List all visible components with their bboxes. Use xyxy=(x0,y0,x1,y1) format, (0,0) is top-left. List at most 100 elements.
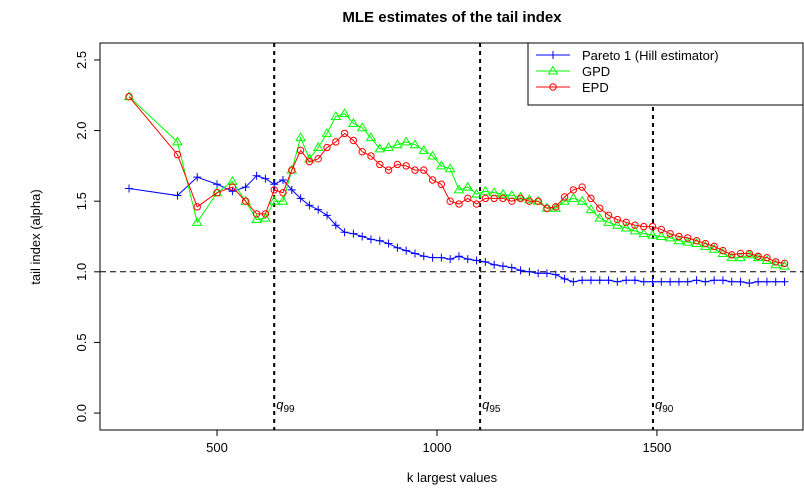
point xyxy=(666,229,674,238)
point xyxy=(384,239,393,248)
y-axis-title: tail index (alpha) xyxy=(28,189,43,284)
point xyxy=(560,274,569,283)
point xyxy=(657,225,666,234)
point xyxy=(727,277,736,286)
point xyxy=(719,246,727,255)
point xyxy=(393,160,402,169)
point xyxy=(754,252,762,260)
point xyxy=(383,142,394,152)
point xyxy=(191,216,203,226)
point xyxy=(321,127,333,137)
point xyxy=(358,232,367,241)
point xyxy=(349,229,358,238)
legend-label: EPD xyxy=(582,80,609,95)
point xyxy=(613,215,622,224)
x-tick-label: 1000 xyxy=(423,440,452,455)
point xyxy=(479,185,491,195)
point xyxy=(400,136,412,146)
point xyxy=(620,222,632,232)
point xyxy=(692,276,701,285)
point xyxy=(648,222,657,231)
point xyxy=(365,132,377,142)
point xyxy=(490,260,499,269)
point xyxy=(736,249,745,258)
point xyxy=(596,204,604,212)
point xyxy=(288,166,296,174)
point xyxy=(516,194,525,203)
quantile-level: 90 xyxy=(662,404,674,415)
point xyxy=(655,231,667,240)
point xyxy=(193,173,202,182)
point xyxy=(420,166,428,174)
point xyxy=(736,277,745,286)
point xyxy=(241,183,250,192)
point xyxy=(710,242,718,251)
point xyxy=(402,162,410,170)
point xyxy=(402,246,411,255)
point xyxy=(270,186,278,194)
point xyxy=(710,276,719,285)
point xyxy=(631,221,639,229)
y-tick-label: 1.0 xyxy=(74,263,89,281)
point xyxy=(780,259,789,268)
x-tick-label: 1500 xyxy=(642,440,671,455)
point xyxy=(125,184,134,193)
point xyxy=(472,256,481,265)
point xyxy=(604,211,613,220)
point xyxy=(780,277,789,286)
point xyxy=(252,210,261,218)
point xyxy=(437,180,446,188)
point xyxy=(348,118,359,128)
point xyxy=(499,194,507,203)
legend-box xyxy=(527,42,804,106)
point xyxy=(569,277,578,286)
point xyxy=(560,193,569,201)
point xyxy=(323,211,332,220)
point xyxy=(296,194,305,203)
point xyxy=(410,249,419,258)
point xyxy=(314,205,323,214)
point xyxy=(594,212,606,222)
point xyxy=(613,277,622,286)
point xyxy=(437,253,446,262)
point xyxy=(213,189,221,197)
point xyxy=(366,235,375,244)
point xyxy=(701,239,710,248)
point xyxy=(444,163,456,173)
point xyxy=(763,253,771,262)
point xyxy=(331,221,340,230)
point xyxy=(228,183,237,191)
point xyxy=(268,195,280,205)
point xyxy=(551,270,560,279)
point xyxy=(525,197,534,205)
point xyxy=(277,195,289,205)
point xyxy=(340,228,349,237)
point xyxy=(428,253,437,262)
point xyxy=(384,166,393,174)
point xyxy=(543,204,551,212)
point xyxy=(446,197,454,205)
quantile-level: 95 xyxy=(489,404,501,415)
point xyxy=(241,197,250,205)
point xyxy=(464,194,472,203)
point xyxy=(367,152,375,160)
point xyxy=(358,148,366,156)
quantile-label: q95 xyxy=(482,397,501,415)
point xyxy=(630,276,639,285)
plot-frame xyxy=(99,42,804,431)
point xyxy=(295,132,306,142)
point xyxy=(393,243,402,252)
point xyxy=(648,277,657,286)
point xyxy=(603,216,614,226)
point xyxy=(754,277,763,286)
quantile-label: q99 xyxy=(276,397,295,415)
point xyxy=(349,136,358,145)
quantile-symbol: q xyxy=(655,397,663,412)
point xyxy=(516,266,525,275)
point xyxy=(595,276,604,285)
point xyxy=(638,228,650,238)
point xyxy=(279,176,288,185)
point xyxy=(771,277,780,286)
point xyxy=(427,150,438,160)
